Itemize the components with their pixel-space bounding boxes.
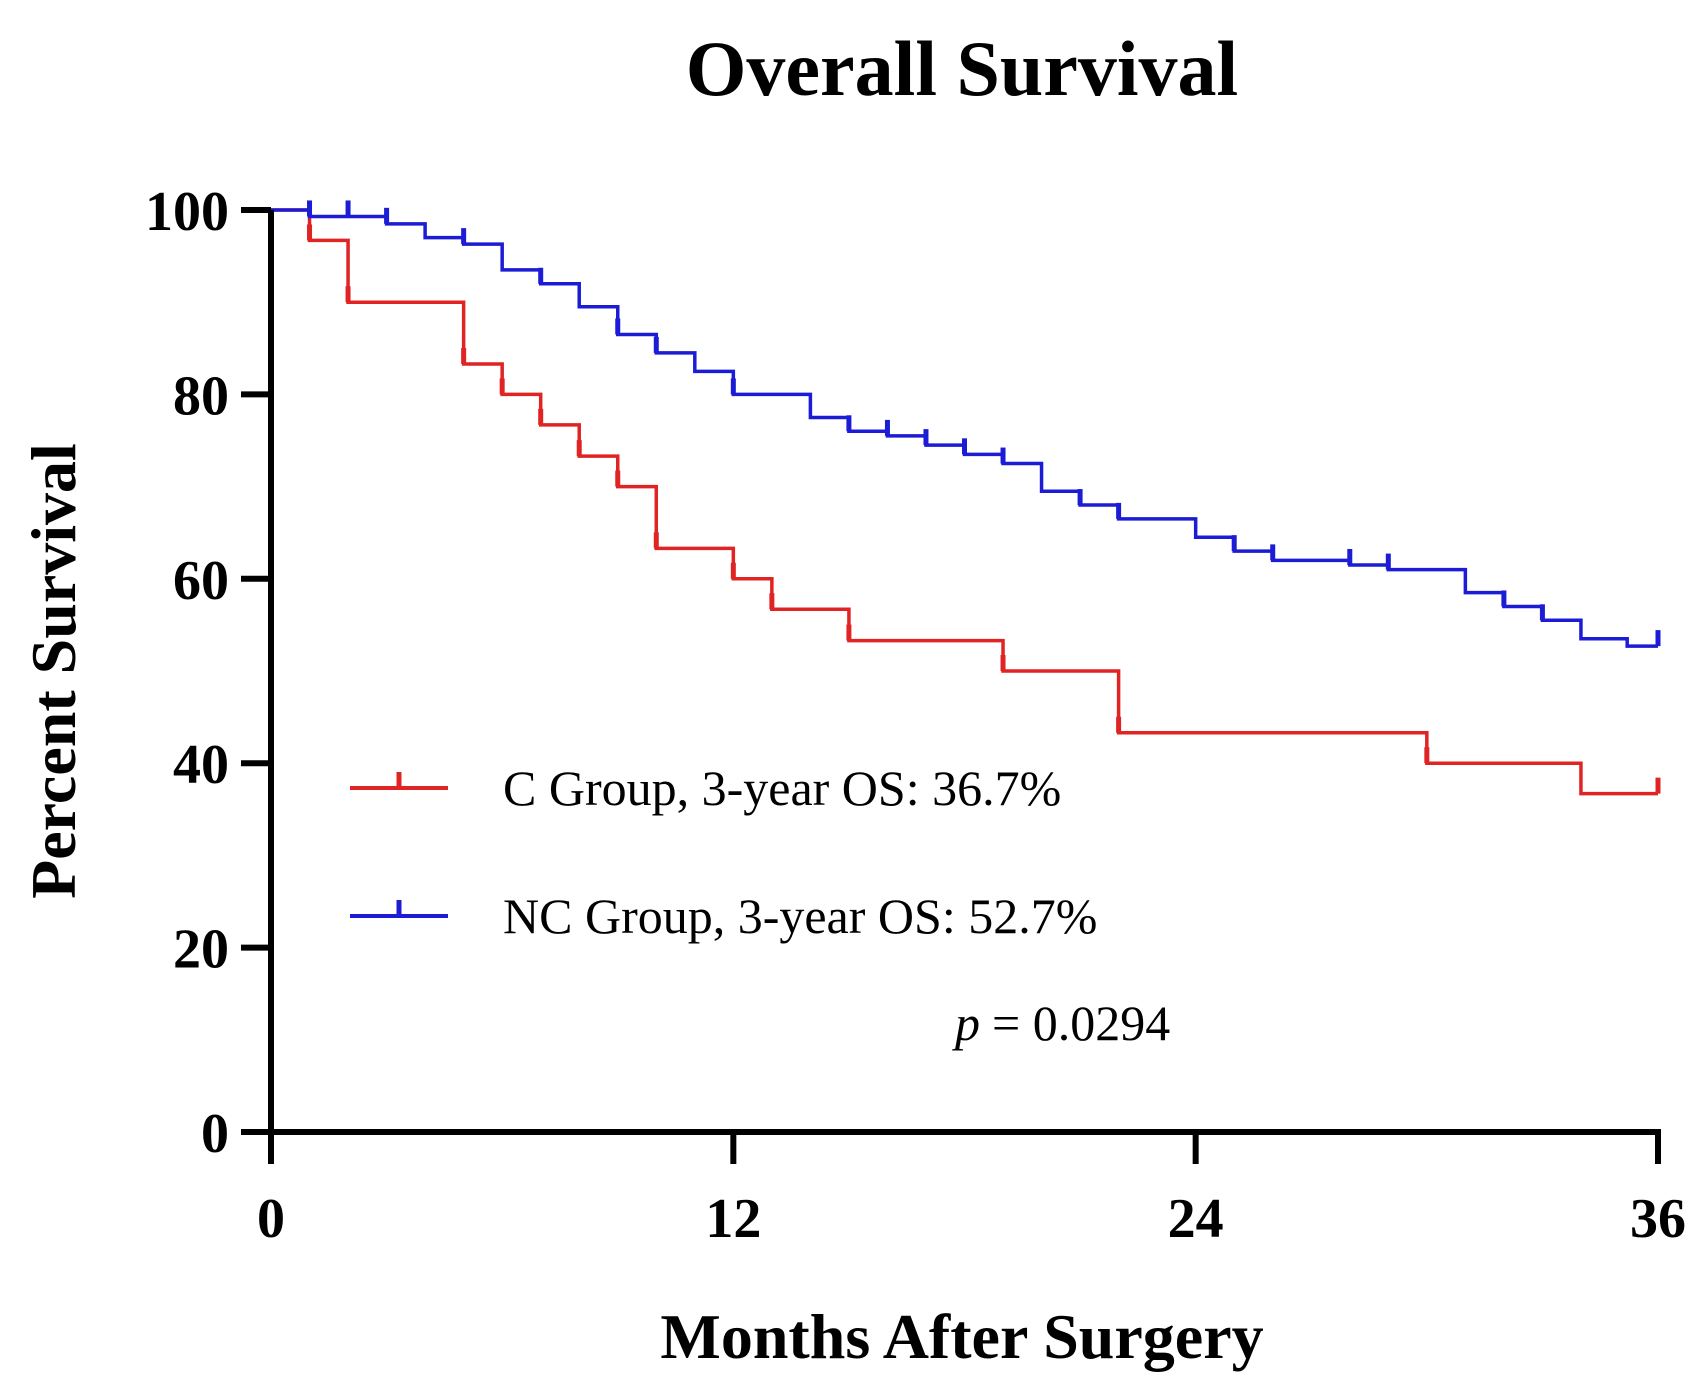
x-tick-label: 24 xyxy=(1168,1188,1224,1250)
curves xyxy=(271,200,1661,796)
p-value: = 0.0294 xyxy=(992,995,1170,1051)
y-tick-label: 20 xyxy=(173,919,229,981)
y-tick-label: 40 xyxy=(173,734,229,796)
y-tick-label: 60 xyxy=(173,550,229,612)
legend-label-nc-group: NC Group, 3-year OS: 52.7% xyxy=(503,888,1097,944)
y-tick-label: 80 xyxy=(173,365,229,427)
legend: C Group, 3-year OS: 36.7% NC Group, 3-ye… xyxy=(350,760,1170,1051)
axes: 0 20 40 60 80 100 0 12 24 36 xyxy=(145,181,1686,1250)
p-label: p xyxy=(952,995,980,1051)
survival-curve-nc-group xyxy=(271,208,1658,648)
y-tick-label: 100 xyxy=(145,181,229,243)
legend-label-c-group: C Group, 3-year OS: 36.7% xyxy=(503,760,1061,816)
survival-curve-c-group xyxy=(271,208,1658,796)
x-tick-label: 0 xyxy=(257,1188,285,1250)
x-axis-label: Months After Surgery xyxy=(660,1301,1263,1372)
x-tick-label: 12 xyxy=(705,1188,761,1250)
y-axis-label: Percent Survival xyxy=(18,443,89,899)
y-tick-label: 0 xyxy=(201,1103,229,1165)
x-tick-label: 36 xyxy=(1630,1188,1686,1250)
chart-title: Overall Survival xyxy=(686,25,1238,112)
p-value-annotation: p = 0.0294 xyxy=(952,995,1170,1051)
